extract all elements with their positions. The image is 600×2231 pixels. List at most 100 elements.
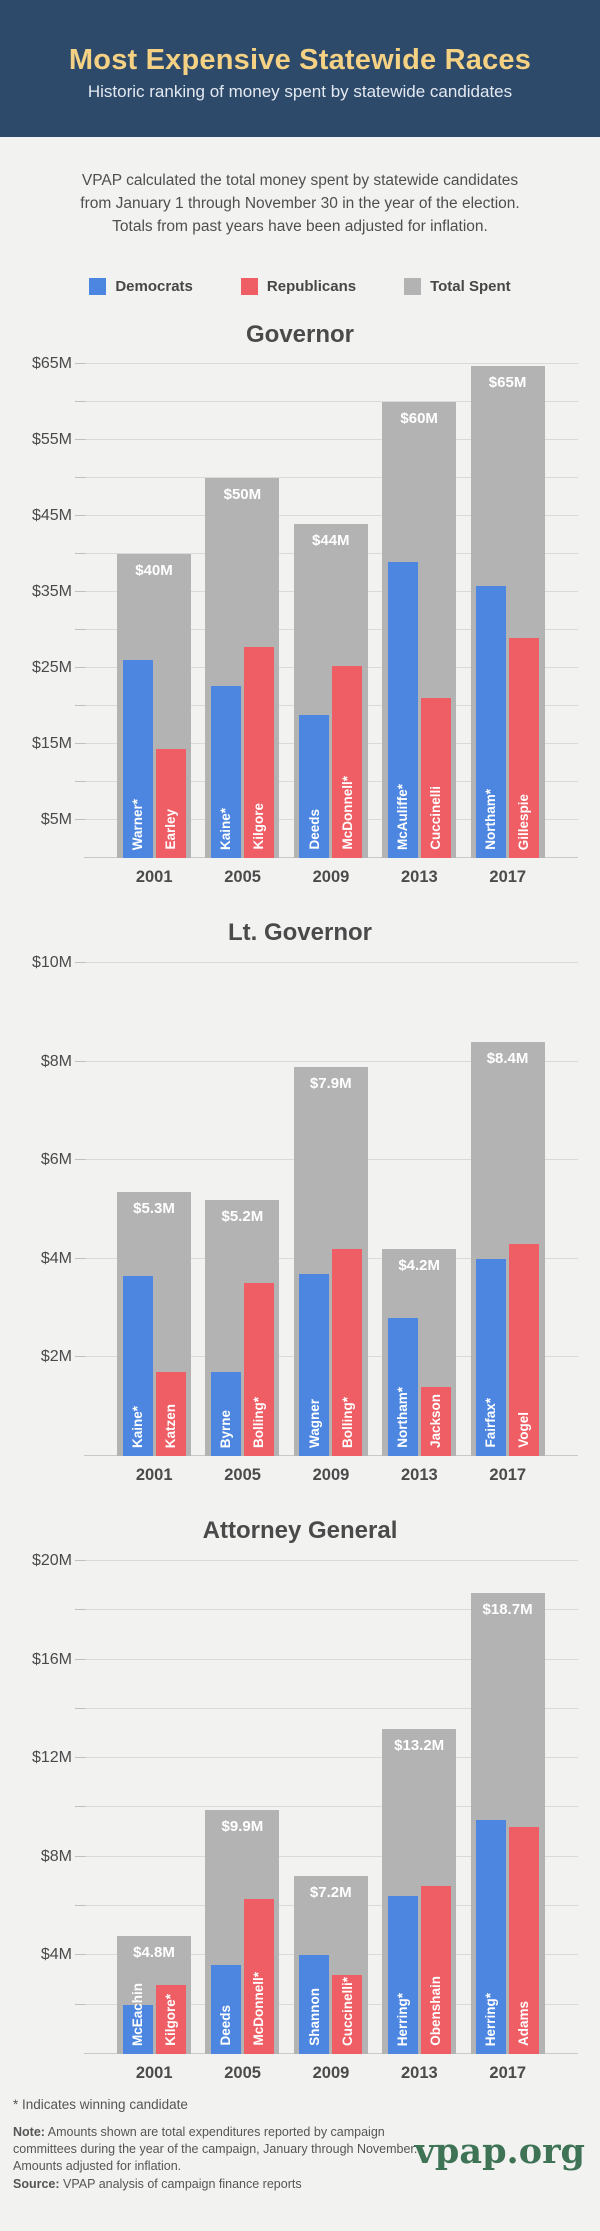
y-axis-label-65m: $65M xyxy=(31,355,72,373)
gridline-14m xyxy=(84,1707,578,1709)
year-label-2009: 2009 xyxy=(312,1465,350,1484)
year-label-2005: 2005 xyxy=(224,867,261,886)
bar-group-2013: $13.2M Herring* Obenshain xyxy=(375,1549,463,2054)
democrat-bar-2009: Deeds xyxy=(299,715,330,858)
bar-group-2013: $4.2M Northam* Jackson xyxy=(375,951,463,1456)
republican-bar-2001: Earley xyxy=(155,749,186,858)
footer: * Indicates winning candidate Note: Amou… xyxy=(0,2097,600,2193)
tick-25m xyxy=(75,666,86,668)
gridline-10m xyxy=(84,1806,578,1808)
democrat-candidate-name: Deeds xyxy=(218,2005,234,2046)
total-value-label: $7.2M xyxy=(309,1884,352,1902)
democrat-bar-2017: Herring* xyxy=(476,1819,507,2054)
plot-lt-governor: $2M $4M $6M $8M $10M $5.3M Kaine* Katzen $5.2M By… xyxy=(32,951,578,1456)
bars-area-attorney-general: $4.8M McEachin Kilgore* $9.9M Deeds McDonnell… xyxy=(110,1549,552,2054)
tick-12m xyxy=(75,1757,86,1759)
chart-title-governor: Governor xyxy=(245,320,355,348)
y-axis-label-8m: $8M xyxy=(40,1052,72,1070)
tick-30m xyxy=(75,629,86,630)
legend: Democrats Republicans Total Spent xyxy=(0,277,600,295)
x-axis-governor: 2001 2005 2009 2013 2017 xyxy=(110,858,578,887)
democrat-bar-2005: Kaine* xyxy=(210,686,241,858)
democrat-bar-2017: Fairfax* xyxy=(476,1258,507,1456)
total-value-label: $18.7M xyxy=(482,1601,533,1619)
democrat-candidate-name: McEachin xyxy=(129,1982,145,2046)
chart-section-lt-governor: Lt. Governor $2M $4M $6M $8M $10M $5.3M Kaine* K… xyxy=(0,917,600,1485)
tick-5m xyxy=(75,818,86,820)
democrat-bar-2001: Kaine* xyxy=(122,1275,153,1456)
democrat-bar-2017: Northam* xyxy=(476,585,507,858)
y-axis-label-8m: $8M xyxy=(40,1847,72,1865)
year-label-2009: 2009 xyxy=(312,867,350,886)
year-label-2009: 2009 xyxy=(312,2063,350,2082)
democrat-candidate-name: Northam* xyxy=(483,789,499,850)
bar-group-2005: $5.2M Byrne Bolling* xyxy=(198,951,286,1456)
y-axis-label-12m: $12M xyxy=(31,1749,72,1767)
y-axis-label-4m: $4M xyxy=(40,1946,72,1964)
total-value-label: $44M xyxy=(312,531,350,549)
gridline-20m xyxy=(84,1560,578,1562)
tick-20m xyxy=(75,1560,86,1562)
source-line: Source: VPAP analysis of campaign financ… xyxy=(13,2176,443,2193)
republican-bar-2005: McDonnell* xyxy=(243,1898,274,2054)
tick-4m xyxy=(75,1257,86,1259)
gridline-8m xyxy=(84,1060,578,1062)
tick-2m xyxy=(75,1356,86,1358)
year-label-2013: 2013 xyxy=(401,867,438,886)
bar-group-2001: $40M Warner* Earley xyxy=(110,353,198,858)
gridline-45m xyxy=(84,515,578,517)
chart-section-governor: Governor $5M $15M $25M $35M $45M $55M $65M $40M W… xyxy=(0,319,600,887)
democrat-bar-2001: Warner* xyxy=(122,660,153,858)
x-axis-lt-governor: 2001 2005 2009 2013 2017 xyxy=(110,1456,578,1485)
bar-group-2009: $7.9M Wagner Bolling* xyxy=(287,951,375,1456)
year-label-2001: 2001 xyxy=(135,2063,173,2082)
infographic-header: Most Expensive Statewide Races Historic … xyxy=(0,0,600,137)
tick-55m xyxy=(75,439,86,441)
year-label-2013: 2013 xyxy=(401,1465,438,1484)
republican-bar-2009: Bolling* xyxy=(332,1248,363,1456)
democrat-candidate-name: Kaine* xyxy=(129,1405,145,1448)
y-axis-label-5m: $5M xyxy=(40,810,72,828)
year-label-2017: 2017 xyxy=(489,1465,527,1484)
page-subtitle: Historic ranking of money spent by state… xyxy=(87,81,513,101)
tick-10m xyxy=(75,962,86,964)
republican-candidate-name: Gillespie xyxy=(516,793,532,850)
y-axis-label-2m: $2M xyxy=(40,1348,72,1366)
winning-candidate-footnote: * Indicates winning candidate xyxy=(13,2096,188,2112)
chart-title-attorney-general: Attorney General xyxy=(202,1516,398,1544)
plot-governor: $5M $15M $25M $35M $45M $55M $65M $40M Warner* Ea… xyxy=(32,353,578,858)
tick-10m xyxy=(75,780,86,782)
democrat-bar-2009: Wagner xyxy=(299,1273,330,1456)
gridline-10m xyxy=(84,962,578,964)
year-label-2001: 2001 xyxy=(135,1465,173,1484)
page-title: Most Expensive Statewide Races xyxy=(68,43,532,76)
democrat-candidate-name: Wagner xyxy=(306,1398,322,1448)
bars-area-governor: $40M Warner* Earley $50M Kaine* Kilgore $44M De… xyxy=(110,353,552,858)
democrats-swatch xyxy=(89,277,107,295)
republican-bar-2001: Katzen xyxy=(155,1372,186,1456)
total-value-label: $7.9M xyxy=(309,1074,352,1092)
democrat-bar-2013: Northam* xyxy=(387,1317,418,1456)
total-value-label: $9.9M xyxy=(221,1817,264,1835)
y-axis-label-10m: $10M xyxy=(31,954,72,972)
tick-10m xyxy=(75,1806,86,1808)
democrat-candidate-name: Kaine* xyxy=(218,807,234,850)
note-block: Note: Amounts shown are total expenditur… xyxy=(13,2124,421,2176)
tick-20m xyxy=(75,704,86,706)
gridline-12m xyxy=(84,1757,578,1759)
republican-bar-2013: Jackson xyxy=(420,1386,451,1456)
bar-group-2017: $65M Northam* Gillespie xyxy=(464,353,552,858)
y-axis-label-55m: $55M xyxy=(31,431,72,449)
bar-group-2009: $7.2M Shannon Cuccinelli* xyxy=(287,1549,375,2054)
tick-45m xyxy=(75,515,86,517)
total-value-label: $65M xyxy=(488,373,527,391)
intro-text: VPAP calculated the total money spent by… xyxy=(20,170,580,239)
republican-candidate-name: Bolling* xyxy=(251,1396,267,1448)
total-value-label: $4.2M xyxy=(398,1256,441,1274)
total-value-label: $40M xyxy=(135,562,173,580)
republicans-label: Republicans xyxy=(266,277,357,295)
charts-container: Governor $5M $15M $25M $35M $45M $55M $65M $40M W… xyxy=(0,319,600,2083)
plot-attorney-general: $4M $8M $12M $16M $20M $4.8M McEachin Kilgore* $… xyxy=(32,1549,578,2054)
republican-bar-2009: Cuccinelli* xyxy=(332,1974,363,2054)
republican-candidate-name: Obenshain xyxy=(427,1976,443,2046)
